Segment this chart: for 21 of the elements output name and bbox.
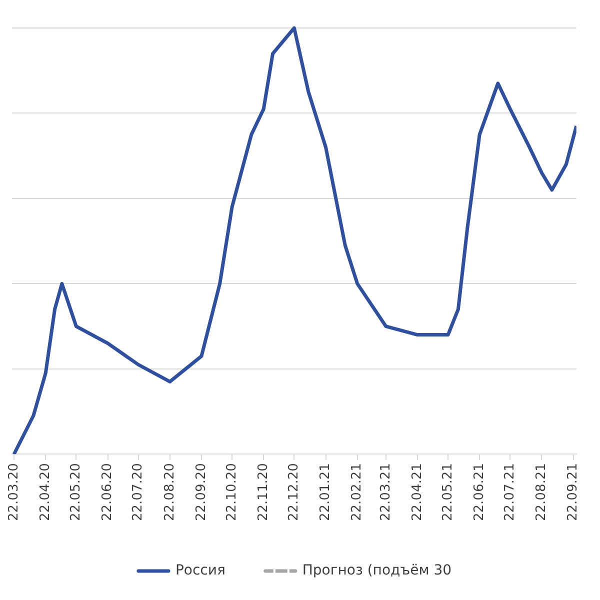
legend-label: Россия	[175, 562, 226, 579]
x-tick-label: 22.10.20	[224, 463, 240, 521]
x-tick-label: 22.04.20	[38, 463, 53, 521]
x-tick-label: 22.03.20	[6, 463, 22, 521]
x-tick-label: 22.12.20	[286, 463, 302, 521]
x-tick-label: 22.11.20	[256, 463, 272, 521]
x-tick-label: 22.06.21	[472, 463, 487, 521]
x-tick-label: 22.08.21	[534, 463, 550, 521]
x-tick-label: 22.02.21	[350, 463, 365, 521]
x-tick-label: 22.07.21	[502, 463, 518, 521]
x-tick-label: 22.05.21	[440, 463, 456, 521]
x-tick-label: 22.08.20	[162, 463, 178, 521]
x-tick-label: 22.04.21	[410, 463, 425, 521]
x-tick-label: 22.05.20	[68, 463, 84, 521]
x-tick-label: 22.01.21	[318, 463, 334, 521]
x-tick-label: 22.07.20	[130, 463, 146, 521]
x-tick-label: 22.09.20	[194, 463, 209, 521]
legend-label: Прогноз (подъём 30	[302, 562, 452, 579]
x-tick-label: 22.09.21	[566, 463, 581, 521]
x-tick-label: 22.06.20	[100, 463, 116, 521]
x-tick-label: 22.03.21	[378, 463, 394, 521]
